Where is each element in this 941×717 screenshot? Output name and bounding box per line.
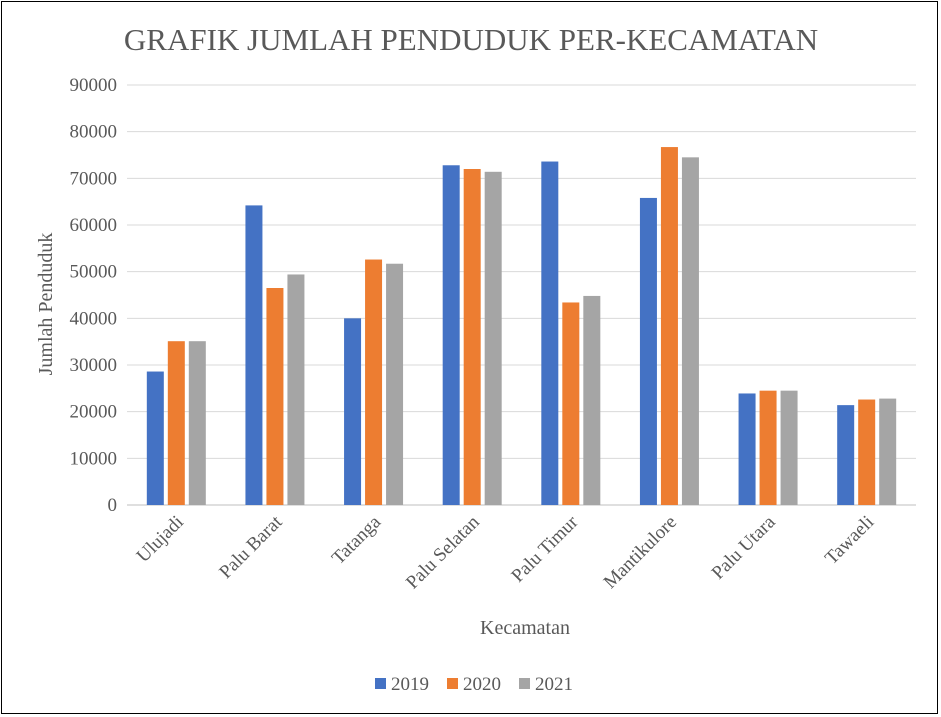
y-tick-label: 70000: [70, 168, 118, 189]
bar-2021: [879, 398, 897, 505]
bar-2021: [386, 263, 404, 505]
bar-2019: [541, 161, 559, 506]
bar-2020: [759, 390, 777, 505]
bar-2019: [245, 205, 263, 505]
chart-title: GRAFIK JUMLAH PENDUDUK PER-KECAMATAN: [124, 22, 818, 57]
bar-2020: [365, 259, 383, 505]
bar-2019: [738, 393, 756, 505]
bar-2020: [562, 302, 580, 505]
legend-label: 2020: [463, 674, 501, 695]
x-tick-label: Palu Timur: [507, 511, 582, 586]
y-tick-label: 20000: [70, 402, 118, 423]
x-axis-label: Kecamatan: [480, 617, 570, 639]
x-tick-label: Palu Utara: [708, 511, 780, 583]
bars: [146, 147, 897, 506]
bar-2021: [188, 341, 206, 505]
y-tick-label: 80000: [70, 122, 118, 143]
y-tick-label: 40000: [70, 308, 118, 329]
x-tick-label: Palu Selatan: [402, 511, 484, 593]
bar-2021: [681, 157, 699, 506]
x-tick-label: Ulujadi: [133, 512, 188, 567]
bar-2020: [167, 341, 185, 505]
bar-2020: [266, 288, 284, 505]
bar-2021: [583, 295, 601, 505]
bar-2021: [287, 274, 305, 505]
x-tick-label: Mantikulore: [600, 512, 681, 593]
y-axis-label: Jumlah Penduduk: [35, 233, 57, 376]
bar-2021: [484, 171, 502, 506]
bar-2019: [837, 405, 855, 505]
legend-swatch-2019: [375, 678, 386, 689]
gridlines: [127, 84, 916, 506]
bar-2019: [146, 371, 164, 505]
x-tick-label: Palu Barat: [215, 511, 287, 583]
y-tick-label: 30000: [70, 355, 118, 376]
legend-label: 2019: [391, 674, 429, 695]
y-tick-label: 50000: [70, 262, 118, 283]
bar-2019: [442, 165, 460, 505]
legend: 2019 2020 2021: [375, 674, 573, 695]
y-axis-ticks: 0 10000 20000 30000 40000 50000 60000 70000 8000…: [70, 75, 118, 516]
bar-2019: [639, 197, 657, 505]
legend-swatch-2020: [447, 678, 458, 689]
bar-2021: [780, 390, 798, 505]
x-tick-label: Tatanga: [328, 511, 386, 569]
bar-2020: [660, 147, 678, 506]
bar-2019: [344, 318, 362, 505]
legend-swatch-2021: [519, 678, 530, 689]
bar-2020: [858, 399, 876, 505]
x-axis-ticks: Ulujadi Palu Barat Tatanga Palu Selatan Palu…: [133, 511, 879, 593]
bar-2020: [463, 169, 481, 505]
x-tick-label: Tawaeli: [821, 512, 878, 569]
legend-label: 2021: [535, 674, 573, 695]
y-tick-label: 90000: [70, 75, 118, 96]
y-tick-label: 10000: [70, 448, 118, 469]
y-tick-label: 60000: [70, 215, 118, 236]
y-tick-label: 0: [108, 495, 118, 516]
